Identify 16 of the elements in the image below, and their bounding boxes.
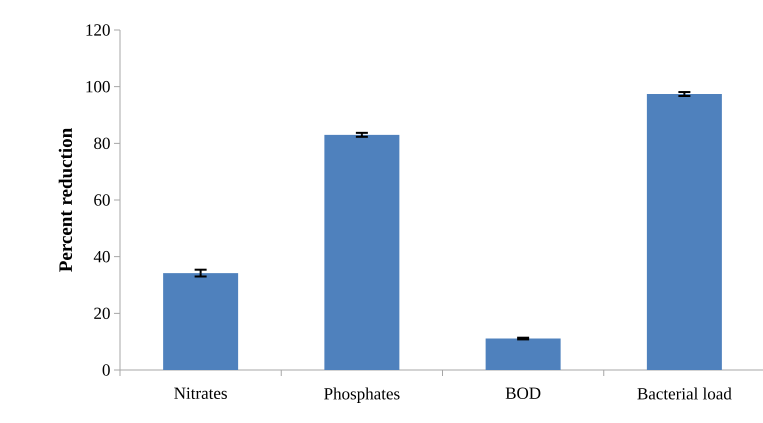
y-tick-label: 100 bbox=[86, 80, 110, 92]
bar bbox=[646, 94, 722, 370]
x-tick-label: Phosphates bbox=[324, 388, 400, 403]
x-tick-label: Nitrates bbox=[174, 388, 227, 399]
y-tick-label: 0 bbox=[102, 364, 110, 376]
y-tick-label: 40 bbox=[94, 250, 110, 262]
y-tick-label: 80 bbox=[94, 138, 110, 150]
y-axis-title: Percent reduction bbox=[58, 128, 72, 272]
x-tick-label: Bacterial load bbox=[637, 388, 732, 400]
bar bbox=[163, 273, 238, 370]
y-tick-label: 20 bbox=[94, 308, 110, 320]
y-tick-label: 60 bbox=[94, 194, 110, 206]
x-tick-label: BOD bbox=[506, 388, 540, 399]
bar bbox=[486, 338, 561, 370]
bar bbox=[324, 134, 400, 370]
y-tick-label: 120 bbox=[86, 24, 110, 36]
